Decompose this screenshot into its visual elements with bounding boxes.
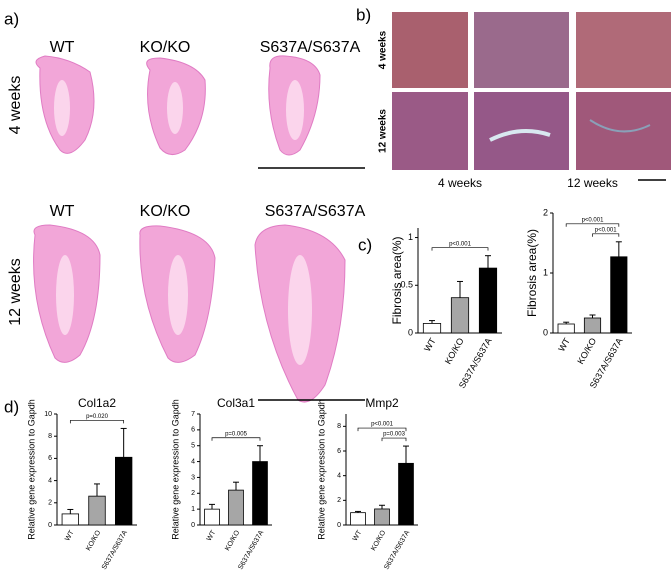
y-tick-label: 0.5	[400, 280, 413, 290]
y-tick-label: 6	[48, 455, 52, 462]
bar	[374, 508, 390, 526]
y-tick-label: 0	[337, 522, 341, 529]
bar	[350, 512, 366, 526]
y-axis-label: Fibrosis area(%)	[390, 236, 404, 324]
column-label: S637A/S637A	[589, 1, 652, 12]
bar	[583, 317, 602, 334]
chart-title: Col1a2	[78, 396, 116, 410]
bar	[115, 456, 133, 526]
significance-bracket	[357, 427, 407, 432]
column-label: S637A/S637A	[265, 203, 366, 220]
p-value: p<0.001	[595, 227, 618, 233]
significance-bracket	[592, 233, 620, 237]
chart-title: Mmp2	[365, 396, 399, 410]
bar	[252, 461, 268, 526]
p-value: p<0.001	[582, 217, 605, 223]
bar	[610, 256, 628, 334]
y-tick-label: 2	[543, 207, 548, 217]
y-tick-label: 4	[191, 458, 195, 465]
significance-bracket	[381, 437, 407, 442]
y-tick-label: 2	[337, 497, 341, 504]
y-tick-label: 5	[191, 443, 195, 450]
y-axis-label: Relative gene expression to Gapdh	[170, 399, 180, 540]
heart-inner	[54, 80, 312, 365]
y-tick-label: 1	[543, 267, 548, 277]
significance-bracket	[211, 437, 261, 441]
column-label: WT	[50, 203, 75, 220]
y-tick-label: 2	[191, 490, 195, 497]
chart-title: 4 weeks	[438, 176, 482, 190]
significance-bracket	[565, 223, 620, 227]
bar	[478, 267, 498, 334]
y-tick-label: 6	[191, 427, 195, 434]
y-tick-label: 0	[48, 522, 52, 529]
x-tick-label: WT	[206, 529, 218, 543]
panel-label: b)	[356, 5, 371, 24]
y-tick-label: 10	[44, 411, 52, 418]
row-label: 4 weeks	[7, 76, 24, 135]
bar	[204, 508, 220, 526]
chart-title: 12 weeks	[567, 176, 618, 190]
p-value: p<0.001	[371, 422, 394, 428]
y-tick-label: 0	[408, 327, 413, 337]
p-value: p=0.003	[383, 432, 406, 438]
y-axis-label: Relative gene expression to Gapdh	[316, 399, 326, 540]
y-axis-label: Relative gene expression to Gapdh	[26, 399, 36, 540]
panel-label: c)	[358, 235, 372, 254]
p-value: p=0.005	[225, 431, 248, 437]
y-tick-label: 0	[191, 522, 195, 529]
panel-label: d)	[4, 397, 19, 416]
column-label: WT	[50, 39, 75, 56]
histology-images	[392, 12, 671, 170]
y-tick-label: 4	[337, 473, 341, 480]
column-label: S637A/S637A	[260, 39, 361, 56]
p-value: p=0.020	[86, 414, 109, 420]
bar	[398, 462, 414, 526]
bar	[61, 513, 79, 526]
y-tick-label: 2	[48, 500, 52, 507]
y-tick-label: 7	[191, 411, 195, 418]
y-axis-label: Fibrosis area(%)	[525, 229, 539, 317]
x-tick-label: WT	[64, 529, 76, 543]
y-tick-label: 8	[48, 433, 52, 440]
y-tick-label: 4	[48, 477, 52, 484]
bar	[557, 323, 575, 334]
row-label: 4 weeks	[378, 30, 389, 69]
row-label: 12 weeks	[7, 258, 24, 326]
bar	[422, 323, 442, 334]
y-tick-label: 8	[337, 423, 341, 430]
y-tick-label: 1	[408, 232, 413, 242]
y-tick-label: 3	[191, 474, 195, 481]
column-label: KO/KO	[140, 39, 191, 56]
significance-bracket	[69, 420, 125, 424]
row-label: 12 weeks	[378, 109, 389, 153]
x-tick-label: WT	[352, 529, 364, 543]
column-label: KO/KO	[504, 1, 536, 12]
chart-title: Col3a1	[217, 396, 255, 410]
y-tick-label: 1	[191, 506, 195, 513]
column-label: KO/KO	[140, 203, 191, 220]
significance-bracket	[431, 247, 489, 251]
p-value: p<0.001	[449, 241, 472, 247]
bar	[450, 297, 470, 334]
y-tick-label: 6	[337, 448, 341, 455]
panel-label: a)	[4, 9, 19, 28]
column-label: WT	[417, 1, 433, 12]
y-tick-label: 0	[543, 327, 548, 337]
bar	[228, 489, 244, 526]
bar	[88, 495, 106, 526]
